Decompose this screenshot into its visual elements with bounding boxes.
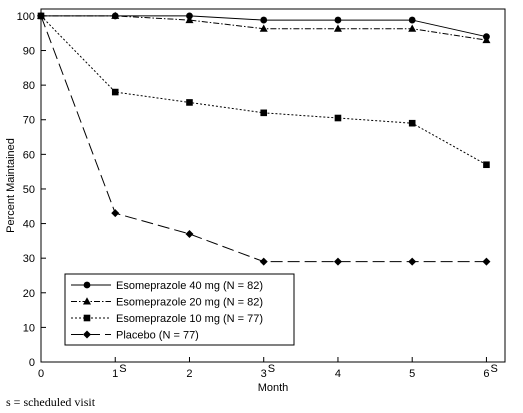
legend-marker-circle <box>83 281 91 289</box>
series-group <box>37 11 491 266</box>
series-4 <box>37 11 491 266</box>
data-point-triangle <box>482 35 491 44</box>
legend-label: Esomeprazole 20 mg (N = 82) <box>116 297 263 309</box>
data-point-diamond <box>185 229 194 238</box>
data-point-circle <box>260 16 268 24</box>
legend-label: Esomeprazole 10 mg (N = 77) <box>116 313 263 325</box>
legend-marker-triangle <box>83 297 91 305</box>
legend-box <box>64 273 295 346</box>
data-point-diamond <box>408 257 417 266</box>
scheduled-visit-marker: S <box>268 363 275 375</box>
legend-item: Placebo (N = 77) <box>71 330 199 342</box>
y-tick-label: 20 <box>23 288 35 300</box>
scheduled-visit-marker: S <box>119 363 126 375</box>
scheduled-visit-marker: S <box>490 363 497 375</box>
data-point-square <box>260 109 268 117</box>
legend-item: Esomeprazole 10 mg (N = 77) <box>71 313 263 325</box>
data-point-diamond <box>482 257 491 266</box>
x-tick-label: 0 <box>38 368 44 380</box>
y-tick-label: 0 <box>29 357 35 369</box>
legend-marker-square <box>83 314 91 322</box>
data-point-square <box>111 88 119 96</box>
x-tick-label: 3 <box>261 368 267 380</box>
data-point-circle <box>334 16 342 24</box>
data-point-square <box>334 114 342 122</box>
series-3 <box>37 12 490 169</box>
footnote: s = scheduled visit <box>6 395 96 409</box>
legend-label: Placebo (N = 77) <box>116 330 199 342</box>
data-point-triangle <box>259 24 268 32</box>
x-tick-label: 2 <box>186 368 192 380</box>
y-tick-label: 70 <box>23 115 35 127</box>
y-tick-label: 60 <box>23 149 35 161</box>
data-point-circle <box>408 16 416 24</box>
data-point-square <box>483 161 490 169</box>
y-tick-label: 50 <box>23 184 35 196</box>
data-point-square <box>408 119 416 127</box>
data-point-triangle <box>185 15 194 24</box>
x-tick-label: 4 <box>335 368 341 380</box>
x-tick-label: 6 <box>483 368 489 380</box>
series-2 <box>37 11 491 44</box>
y-tick-label: 40 <box>23 219 35 231</box>
axes <box>40 8 506 363</box>
plot-frame <box>40 8 506 363</box>
y-tick-label: 10 <box>23 322 35 334</box>
legend-item: Esomeprazole 40 mg (N = 82) <box>71 280 263 292</box>
data-point-diamond <box>333 257 342 266</box>
y-tick-label: 30 <box>23 253 35 265</box>
data-point-triangle <box>408 24 417 32</box>
y-tick-label: 100 <box>17 11 35 23</box>
data-point-diamond <box>111 209 120 218</box>
y-axis-title: Percent Maintained <box>5 138 17 233</box>
x-axis-title: Month <box>258 382 289 394</box>
data-point-square <box>186 99 193 106</box>
x-tick-label: 5 <box>409 368 415 380</box>
legend-item: Esomeprazole 20 mg (N = 82) <box>71 297 263 309</box>
legend-label: Esomeprazole 40 mg (N = 82) <box>116 280 263 292</box>
series-line <box>40 15 487 166</box>
data-point-diamond <box>37 11 45 20</box>
legend-marker-diamond <box>83 330 91 339</box>
data-point-triangle <box>111 11 120 19</box>
data-point-triangle <box>333 24 342 32</box>
legend: Esomeprazole 40 mg (N = 82) Esomeprazole … <box>64 273 295 346</box>
y-tick-label: 90 <box>23 46 35 58</box>
x-tick-label: 1 <box>112 368 118 380</box>
y-tick-label: 80 <box>23 80 35 92</box>
series-line <box>40 15 487 263</box>
data-point-diamond <box>259 257 268 266</box>
